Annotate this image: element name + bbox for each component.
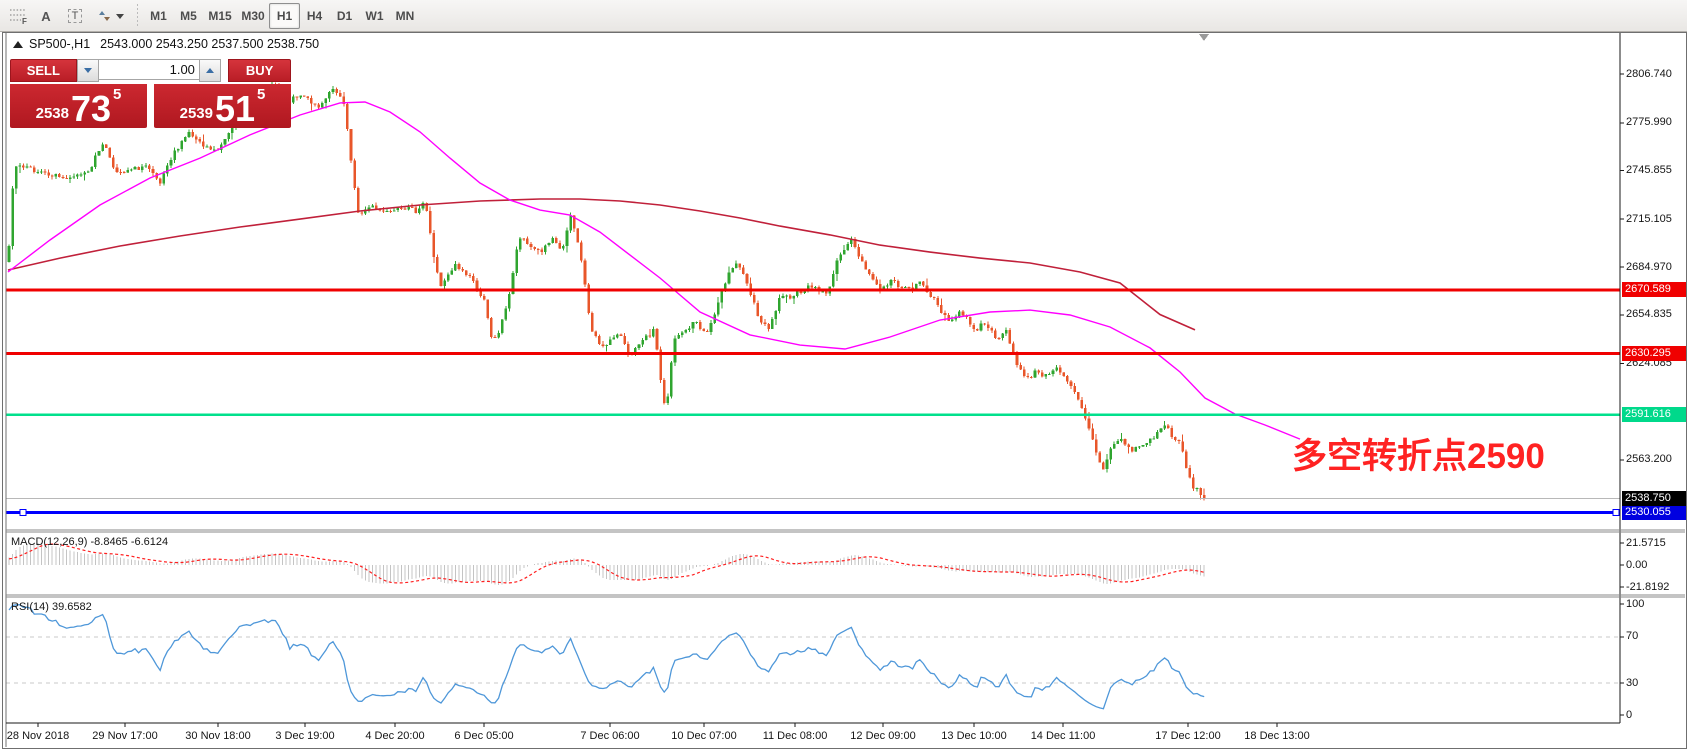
buy-price-sup: 5 [257, 86, 266, 103]
ohlc-values: 2543.000 2543.250 2537.500 2538.750 [100, 37, 320, 51]
toolbar-separator [137, 4, 138, 26]
bid-price-badge: 2538.750 [1622, 491, 1686, 506]
chevron-down-icon [116, 13, 124, 19]
time-tick-label: 12 Dec 09:00 [850, 730, 916, 742]
buy-price-big: 51 [214, 88, 256, 130]
rsi-tick-label: 70 [1626, 630, 1639, 642]
macd-tick-label: -21.8192 [1626, 581, 1670, 593]
time-tick-label: 4 Dec 20:00 [365, 730, 425, 742]
macd-label: MACD(12,26,9) -8.8465 -6.6124 [11, 536, 169, 548]
rsi-tick-label: 30 [1626, 677, 1639, 689]
sell-price-big: 73 [70, 88, 112, 130]
time-tick-label: 11 Dec 08:00 [762, 730, 828, 742]
tf-button-m1[interactable]: M1 [150, 9, 167, 23]
time-tick-label: 17 Dec 12:00 [1155, 730, 1221, 742]
tf-button-m30[interactable]: M30 [241, 9, 265, 23]
rsi-value: 39.6582 [51, 601, 92, 613]
collapse-triangle-icon [13, 40, 23, 48]
macd-tick-label: 0.00 [1626, 559, 1648, 571]
indicator-f-icon[interactable]: F [4, 3, 33, 29]
macd-tick-label: 21.5715 [1626, 537, 1666, 549]
rsi-tick-label: 0 [1626, 709, 1633, 721]
chart-title: SP500-,H1 2543.000 2543.250 2537.500 253… [13, 37, 319, 51]
level-price-badge: 2530.055 [1622, 505, 1686, 520]
time-tick-label: 13 Dec 10:00 [941, 730, 1007, 742]
level-price-badge: 2591.616 [1622, 407, 1686, 422]
svg-text:F: F [22, 17, 27, 25]
rsi-label: RSI(14) 39.6582 [11, 601, 92, 613]
arrow-up-icon [206, 68, 215, 73]
tf-button-h1[interactable]: H1 [269, 3, 300, 29]
arrow-down-icon [83, 68, 92, 73]
volume-decrease-button[interactable] [76, 59, 99, 82]
price-tick-label: 2654.835 [1626, 308, 1672, 320]
tf-button-m5[interactable]: M5 [180, 9, 197, 23]
level-price-badge: 2670.589 [1622, 282, 1686, 297]
time-tick-label: 30 Nov 18:00 [185, 730, 251, 742]
macd-values: -8.8465 -6.6124 [90, 536, 169, 548]
symbol-label: SP500-,H1 [29, 37, 91, 51]
volume-input[interactable] [98, 59, 199, 80]
price-tick-label: 2806.740 [1626, 68, 1672, 80]
buy-button[interactable]: BUY [228, 59, 291, 82]
tf-button-mn[interactable]: MN [395, 9, 415, 23]
time-tick-label: 14 Dec 11:00 [1030, 730, 1096, 742]
chart-annotation-text: 多空转折点2590 [1292, 437, 1545, 476]
trade-panel-price-row: 2538 73 5 2539 51 5 [10, 84, 291, 128]
tf-button-m15[interactable]: M15 [208, 9, 232, 23]
cycle-symbols-icon[interactable] [92, 3, 130, 29]
time-tick-label: 7 Dec 06:00 [580, 730, 640, 742]
tf-button-w1[interactable]: W1 [365, 9, 384, 23]
volume-increase-button[interactable] [198, 59, 222, 82]
buy-price-box[interactable]: 2539 51 5 [154, 84, 291, 128]
time-tick-label: 10 Dec 07:00 [671, 730, 737, 742]
price-tick-label: 2563.200 [1626, 453, 1672, 465]
price-tick-label: 2745.855 [1626, 164, 1672, 176]
toolbar: F A T M1 M5 M15 M30 H1 H4 D1 W1 MN [0, 0, 1687, 32]
sell-price-sup: 5 [113, 86, 122, 103]
tf-button-d1[interactable]: D1 [336, 9, 353, 23]
level-price-badge: 2630.295 [1622, 346, 1686, 361]
text-label-icon[interactable]: T [60, 3, 90, 29]
rsi-tick-label: 100 [1626, 598, 1645, 610]
tf-button-h4[interactable]: H4 [306, 9, 323, 23]
price-tick-label: 2715.105 [1626, 213, 1672, 225]
sell-price-box[interactable]: 2538 73 5 [10, 84, 147, 128]
sell-button[interactable]: SELL [10, 59, 77, 82]
buy-price-small: 2539 [179, 105, 213, 122]
trade-panel-top-row: SELL BUY [10, 59, 291, 82]
one-click-trading-panel: SELL BUY 2538 73 5 2539 51 5 [10, 59, 291, 128]
price-tick-label: 2684.970 [1626, 261, 1672, 273]
time-tick-label: 3 Dec 19:00 [275, 730, 335, 742]
price-tick-label: 2775.990 [1626, 116, 1672, 128]
sell-price-small: 2538 [35, 105, 69, 122]
time-tick-label: 18 Dec 13:00 [1244, 730, 1310, 742]
insert-text-icon[interactable]: A [41, 8, 51, 24]
time-tick-label: 6 Dec 05:00 [454, 730, 514, 742]
time-tick-label: 29 Nov 17:00 [92, 730, 158, 742]
time-tick-label: 28 Nov 2018 [6, 730, 70, 742]
